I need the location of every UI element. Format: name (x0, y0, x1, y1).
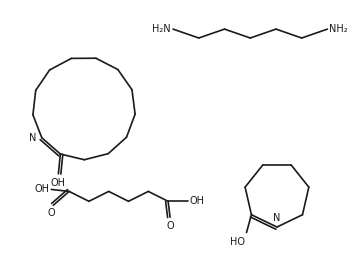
Text: N: N (273, 213, 281, 223)
Text: OH: OH (34, 184, 49, 194)
Text: H₂N: H₂N (152, 24, 171, 34)
Text: OH: OH (190, 196, 205, 206)
Text: OH: OH (51, 178, 66, 188)
Text: N: N (29, 133, 37, 143)
Text: HO: HO (229, 237, 245, 247)
Text: NH₂: NH₂ (329, 24, 348, 34)
Text: O: O (166, 221, 174, 231)
Text: O: O (48, 208, 55, 218)
